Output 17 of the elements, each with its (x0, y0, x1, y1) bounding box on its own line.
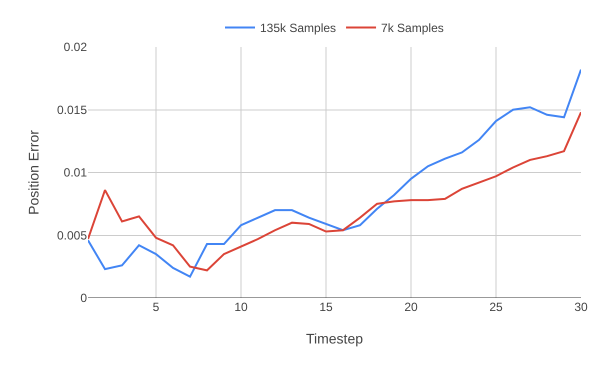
x-tick-label: 5 (152, 300, 160, 314)
x-axis-title: Timestep (306, 330, 364, 346)
legend-label: 135k Samples (260, 21, 336, 36)
x-tick-label: 15 (319, 300, 333, 314)
y-tick-label: 0 (80, 291, 88, 306)
x-tick-label: 25 (489, 300, 503, 314)
y-axis-title: Position Error (26, 130, 42, 215)
y-tick-label: 0.01 (64, 166, 88, 180)
x-tick-label: 30 (574, 300, 588, 314)
legend-label: 7k Samples (381, 21, 444, 36)
y-tick-label: 0.005 (56, 228, 88, 242)
line-series (88, 111, 581, 272)
x-tick-label: 20 (404, 300, 418, 314)
y-tick-label: 0.02 (64, 40, 88, 54)
line-series (88, 68, 581, 278)
x-tick-label: 10 (234, 300, 248, 314)
y-tick-label: 0.015 (56, 102, 88, 117)
